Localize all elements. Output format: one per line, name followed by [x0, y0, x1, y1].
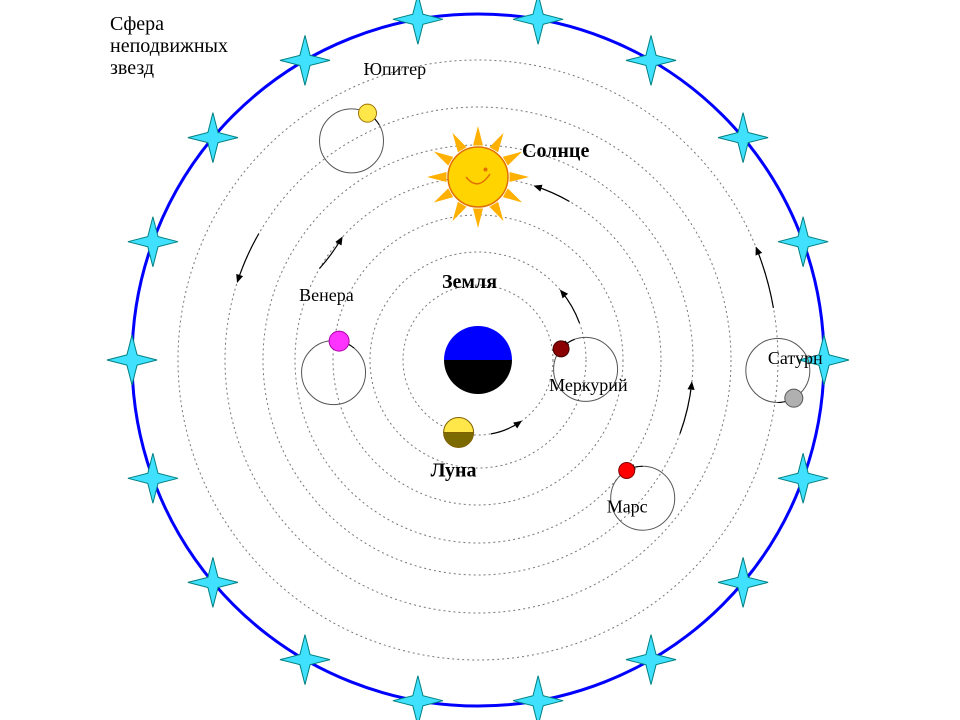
moon-label: Луна — [431, 459, 477, 481]
planet-mercury — [553, 341, 569, 357]
planet-mars — [619, 462, 635, 478]
moon — [444, 417, 474, 447]
geocentric-diagram: Земля Луна Меркурий Венера Солнце Марс Юпитер С… — [0, 0, 960, 720]
earth — [444, 326, 512, 394]
fixed-stars-label-line1: неподвижных — [110, 35, 228, 57]
earth-label: Земля — [442, 271, 497, 293]
saturn-label: Сатурн — [768, 348, 823, 368]
fixed-stars-label-line2: звезд — [110, 57, 154, 79]
mars-label: Марс — [607, 496, 648, 516]
venus-label: Венера — [299, 285, 354, 305]
planet-saturn — [785, 389, 803, 407]
fixed-stars-label-line0: Сфера — [110, 13, 164, 35]
planet-jupiter — [359, 104, 377, 122]
sun-label: Солнце — [522, 140, 589, 162]
mercury-label: Меркурий — [549, 375, 628, 395]
planet-venus — [329, 331, 349, 351]
jupiter-label: Юпитер — [364, 59, 427, 79]
